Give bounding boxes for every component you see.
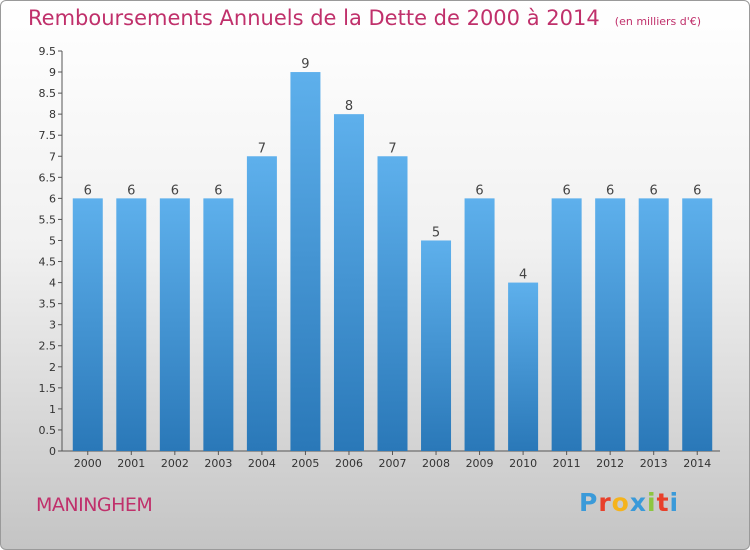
x-tick-label: 2008 <box>422 457 450 470</box>
x-tick-label: 2013 <box>640 457 668 470</box>
y-tick-label: 7.5 <box>39 129 57 142</box>
bar-data-label: 9 <box>301 57 309 72</box>
y-tick-label: 5 <box>49 234 56 247</box>
bar <box>246 156 277 451</box>
bar <box>595 198 626 451</box>
logo-letter: P <box>579 488 599 517</box>
bar <box>290 72 321 451</box>
y-tick-label: 7 <box>49 150 56 163</box>
bar-data-label: 6 <box>562 183 570 198</box>
x-tick-label: 2012 <box>596 457 624 470</box>
y-tick-label: 6 <box>49 192 56 205</box>
logo-letter: i <box>669 488 680 517</box>
x-tick-label: 2011 <box>553 457 581 470</box>
y-tick-label: 1.5 <box>39 382 57 395</box>
bar-data-label: 6 <box>127 183 135 198</box>
y-tick-label: 2 <box>49 361 56 374</box>
x-tick-label: 2001 <box>117 457 145 470</box>
proxiti-logo: Proxiti <box>579 488 679 517</box>
chart-title-unit: (en milliers d'€) <box>614 15 702 28</box>
bar <box>638 198 669 451</box>
x-tick-label: 2000 <box>74 457 102 470</box>
bar-data-label: 6 <box>650 183 658 198</box>
y-tick-label: 1 <box>49 403 56 416</box>
bar-data-label: 6 <box>475 183 483 198</box>
x-tick-label: 2005 <box>291 457 319 470</box>
chart-title: Remboursements Annuels de la Dette de 20… <box>28 6 701 30</box>
y-tick-label: 4.5 <box>39 256 57 269</box>
bar <box>551 198 582 451</box>
y-tick-label: 8 <box>49 108 56 121</box>
y-tick-label: 3.5 <box>39 298 57 311</box>
bar-data-label: 7 <box>388 141 396 156</box>
logo-letter: o <box>611 488 630 517</box>
logo-letter: r <box>598 488 612 517</box>
bar <box>508 282 539 451</box>
x-tick-label: 2002 <box>161 457 189 470</box>
x-tick-label: 2009 <box>466 457 494 470</box>
y-tick-label: 4 <box>49 277 56 290</box>
bar-data-label: 5 <box>432 225 440 240</box>
bar <box>72 198 103 451</box>
bar <box>682 198 713 451</box>
commune-name: MANINGHEM <box>36 494 153 516</box>
bar <box>116 198 147 451</box>
bar <box>159 198 190 451</box>
y-tick-label: 6.5 <box>39 171 57 184</box>
logo-letter: t <box>656 488 670 517</box>
chart-axes: 0 0.5 1 1.5 2 2.5 3 3.5 4 4.5 5 5.5 6 6.5 7 7.5 8 8.5 9 9.5… <box>39 45 720 470</box>
bar <box>421 240 452 451</box>
y-tick-label: 8.5 <box>39 87 57 100</box>
y-tick-label: 2.5 <box>39 340 57 353</box>
x-tick-label: 2003 <box>204 457 232 470</box>
bar <box>333 114 364 451</box>
y-tick-label: 9.5 <box>39 45 57 58</box>
bar <box>377 156 408 451</box>
bar <box>464 198 495 451</box>
bar-data-label: 7 <box>258 141 266 156</box>
y-tick-label: 0 <box>49 445 56 458</box>
y-tick-label: 9 <box>49 66 56 79</box>
bar-data-label: 6 <box>606 183 614 198</box>
bar-data-label: 6 <box>214 183 222 198</box>
chart-bars <box>72 72 713 451</box>
x-tick-label: 2004 <box>248 457 276 470</box>
chart-data-labels: 6 6 6 6 7 9 8 7 5 6 4 6 6 6 6 <box>84 57 702 283</box>
x-tick-label: 2014 <box>683 457 711 470</box>
x-tick-label: 2006 <box>335 457 363 470</box>
x-tick-label: 2007 <box>379 457 407 470</box>
bar-data-label: 6 <box>84 183 92 198</box>
logo-letter: x <box>629 488 647 517</box>
bar-data-label: 8 <box>345 99 353 114</box>
bar-data-label: 6 <box>693 183 701 198</box>
logo-letter: i <box>647 488 657 517</box>
bar <box>203 198 234 451</box>
y-tick-label: 5.5 <box>39 213 57 226</box>
y-tick-label: 3 <box>49 319 56 332</box>
y-tick-label: 0.5 <box>39 424 57 437</box>
bar-data-label: 4 <box>519 268 527 283</box>
chart-title-main: Remboursements Annuels de la Dette de 20… <box>28 6 600 30</box>
bar-data-label: 6 <box>171 183 179 198</box>
x-tick-label: 2010 <box>509 457 537 470</box>
